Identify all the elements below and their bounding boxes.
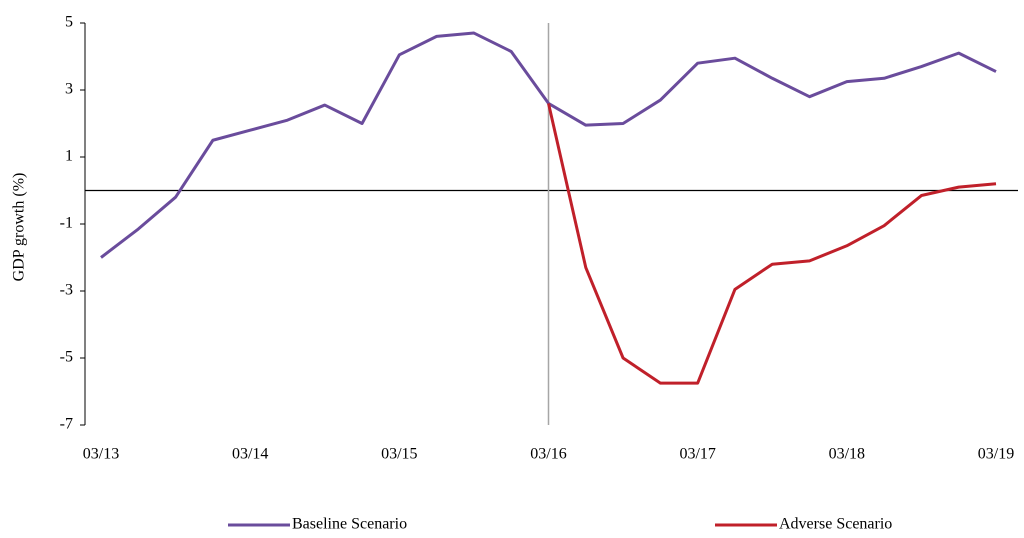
series-line — [547, 103, 997, 385]
y-tick-label: -1 — [60, 215, 73, 232]
y-axis-label: GDP growth (%) — [11, 173, 28, 282]
x-tick-label: 03/15 — [381, 446, 417, 463]
x-tick-label: 03/18 — [829, 446, 865, 463]
y-tick-label: 3 — [65, 81, 73, 98]
y-tick-label: -3 — [60, 282, 73, 299]
legend-label: Baseline Scenario — [292, 516, 407, 533]
y-tick-label: 1 — [65, 148, 73, 165]
x-tick-label: 03/17 — [679, 446, 715, 463]
x-tick-label: 03/14 — [232, 446, 268, 463]
x-tick-label: 03/19 — [978, 446, 1014, 463]
x-tick-label: 03/16 — [530, 446, 566, 463]
legend-label: Adverse Scenario — [779, 516, 892, 533]
y-tick-label: -5 — [60, 349, 73, 366]
y-tick-label: -7 — [60, 416, 73, 433]
y-tick-label: 5 — [65, 14, 73, 31]
x-tick-label: 03/13 — [83, 446, 119, 463]
